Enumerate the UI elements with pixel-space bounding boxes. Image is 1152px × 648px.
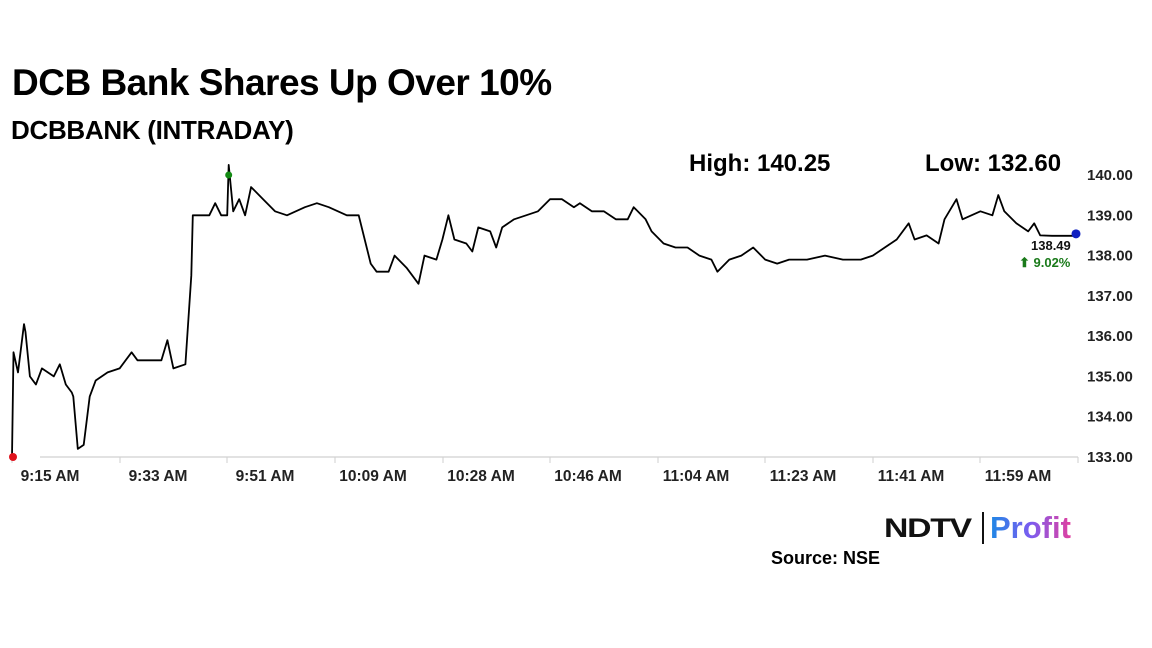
- y-tick-label: 135.00: [1087, 368, 1133, 385]
- x-tick-label: 11:23 AM: [770, 468, 837, 485]
- x-tick-label: 10:28 AM: [447, 468, 514, 485]
- x-tick-label: 9:15 AM: [21, 468, 80, 485]
- x-tick-label: 10:09 AM: [339, 468, 406, 485]
- price-line: [11, 163, 1075, 458]
- logo-divider: [982, 512, 984, 544]
- y-tick-label: 138.00: [1087, 248, 1133, 265]
- ndtv-profit-logo: NDTV Profit: [884, 510, 1071, 546]
- last-price-marker-dot: [1071, 229, 1081, 239]
- start-marker-dot: [9, 453, 17, 461]
- y-tick-label: 140.00: [1087, 167, 1133, 184]
- chart-subtitle: DCBBANK (INTRADAY): [11, 115, 294, 145]
- x-tick-label: 11:59 AM: [985, 468, 1052, 485]
- logo-ndtv-text: NDTV: [884, 512, 972, 543]
- x-axis: 9:15 AM 9:33 AM 9:51 AM 10:09 AM 10:28 AM 10:…: [11, 456, 1079, 485]
- y-axis: 133.00 134.00 135.00 136.00 137.00 138.00 139.…: [1087, 167, 1133, 466]
- y-tick-label: 139.00: [1087, 207, 1133, 224]
- chart-title: DCB Bank Shares Up Over 10%: [12, 62, 552, 103]
- x-tick-label: 10:46 AM: [554, 468, 621, 485]
- day-low-label: Low: 132.60: [925, 150, 1062, 177]
- change-percent-label: ⬆ 9.02%: [1019, 255, 1071, 270]
- y-tick-label: 137.00: [1087, 288, 1133, 305]
- x-tick-label: 9:33 AM: [129, 468, 188, 485]
- x-tick-label: 11:04 AM: [663, 468, 730, 485]
- x-tick-label: 9:51 AM: [236, 468, 295, 485]
- high-marker-dot: [225, 171, 233, 179]
- y-tick-label: 136.00: [1087, 328, 1133, 345]
- day-high-label: High: 140.25: [689, 150, 831, 177]
- y-tick-label: 133.00: [1087, 449, 1133, 466]
- y-tick-label: 134.00: [1087, 409, 1133, 426]
- logo-profit-text: Profit: [990, 510, 1071, 545]
- last-price-label: 138.49: [1031, 238, 1071, 253]
- source-note: Source: NSE: [771, 548, 881, 568]
- x-tick-label: 11:41 AM: [878, 468, 945, 485]
